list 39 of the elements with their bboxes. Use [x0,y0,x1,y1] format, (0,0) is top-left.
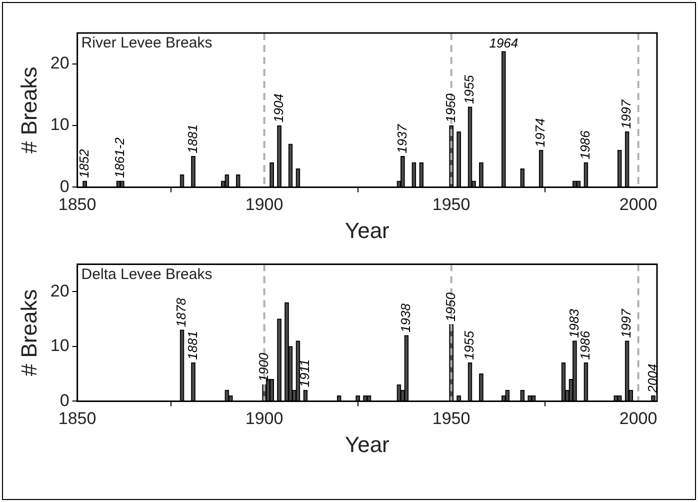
x-tick-label: 1900 [245,409,284,428]
annotation: 1955 [462,74,477,104]
x-tick-label: 1950 [432,195,470,214]
annotation: 1986 [578,130,593,160]
annotation: 1974 [532,118,548,148]
y-tick-label: 20 [50,54,70,73]
annotation: 1997 [618,99,634,129]
annotation: 1861-2 [112,136,127,178]
y-axis-title: # Breaks [16,289,42,376]
x-tick-label: 1900 [245,195,284,214]
y-tick-label: 20 [50,281,70,300]
annotation: 1997 [618,308,634,338]
annotation: 1911 [297,359,312,388]
annotation: 1878 [174,297,189,327]
annotation: 1881 [184,124,200,154]
chart-title: River Levee Breaks [81,34,212,52]
y-axis-title: # Breaks [16,66,42,154]
annotation: 1900 [256,352,271,382]
annotation: 1852 [76,148,92,178]
annotation: 1881 [184,330,200,360]
y-tick-label: 0 [60,390,70,410]
annotation: 1904 [270,94,286,123]
y-tick-label: 10 [50,336,70,356]
annotation: 1938 [398,302,414,332]
y-tick-label: 0 [60,176,70,196]
annotation: 1950 [442,92,458,123]
annotation: 1955 [462,330,477,360]
x-tick-label: 1850 [58,409,96,428]
x-tick-label: 2000 [619,409,658,428]
annotation: 1937 [394,124,410,154]
annotation: 1950 [442,292,458,322]
x-tick-label: 2000 [619,195,658,214]
chart-title: Delta Levee Breaks [81,266,212,283]
x-axis-title: Year [344,218,390,243]
x-tick-label: 1850 [58,195,96,214]
y-tick-label: 10 [50,115,70,134]
annotation: 1964 [489,36,518,51]
x-axis-title: Year [344,432,390,457]
x-tick-label: 1950 [432,409,470,428]
